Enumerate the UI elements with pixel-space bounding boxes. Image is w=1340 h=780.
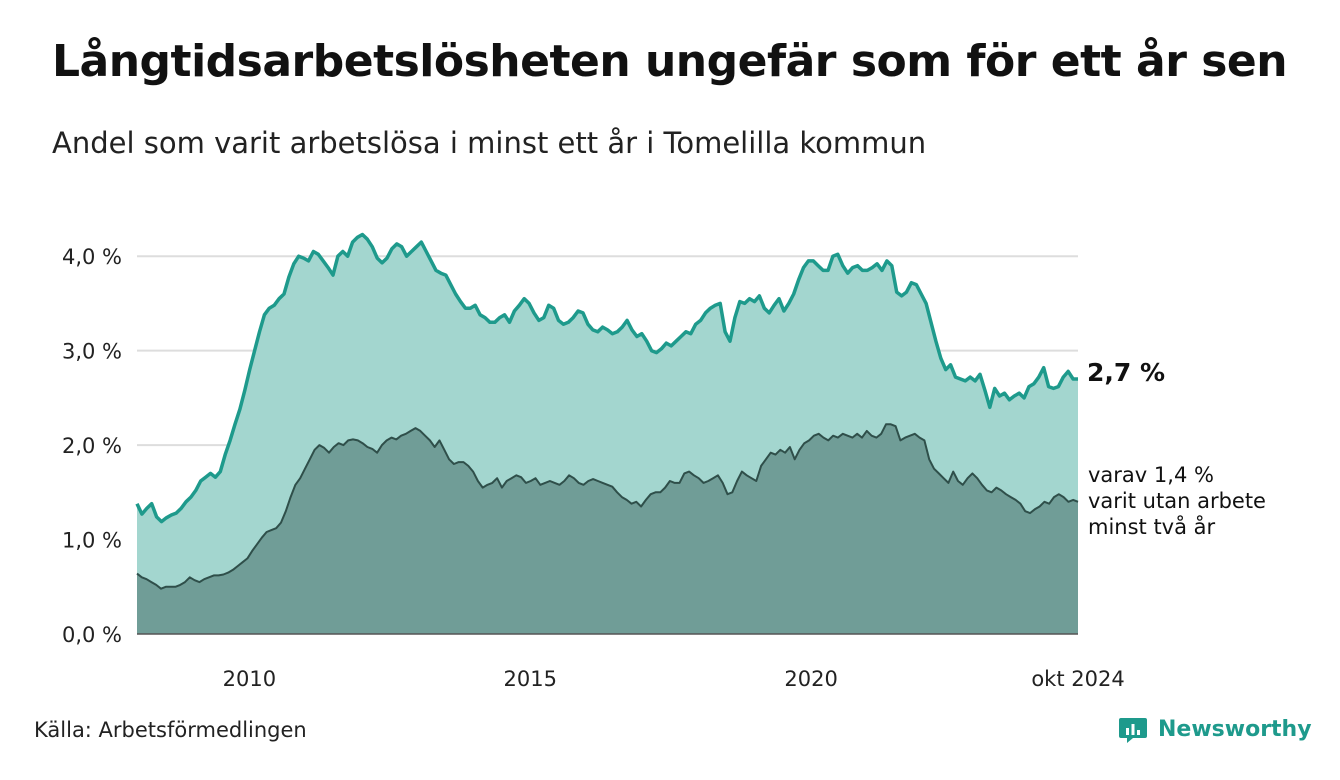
newsworthy-logo-icon xyxy=(1119,718,1147,743)
y-tick-label: 1,0 % xyxy=(62,529,122,553)
x-tick-label: 2020 xyxy=(784,667,837,691)
brand-logo: Newsworthy xyxy=(1118,712,1312,746)
chart-subtitle: Andel som varit arbetslösa i minst ett å… xyxy=(52,126,927,160)
y-tick-label: 0,0 % xyxy=(62,623,122,647)
x-axis-labels: 2010 2015 2020 okt 2024 xyxy=(223,667,1125,691)
chart-title: Långtidsarbetslösheten ungefär som för e… xyxy=(52,36,1288,87)
series-1-end-label: 2,7 % xyxy=(1087,358,1165,387)
series-2-area xyxy=(137,424,1078,634)
source-note: Källa: Arbetsförmedlingen xyxy=(34,718,307,742)
series-2-line xyxy=(136,423,1079,590)
series-2-end-label-line: varit utan arbete xyxy=(1088,489,1266,513)
x-tick-label: 2015 xyxy=(504,667,557,691)
series-2-end-label-line: varav 1,4 % xyxy=(1088,463,1214,487)
series-areas xyxy=(135,232,1079,635)
x-tick-label: 2010 xyxy=(223,667,276,691)
y-tick-label: 3,0 % xyxy=(62,340,122,364)
y-tick-label: 2,0 % xyxy=(62,434,122,458)
y-axis-labels: 0,0 % 1,0 % 2,0 % 3,0 % 4,0 % xyxy=(62,245,122,647)
series-2-end-label-line: minst två år xyxy=(1088,514,1216,539)
y-tick-label: 4,0 % xyxy=(62,245,122,269)
series-1-line xyxy=(135,232,1078,524)
x-tick-label: okt 2024 xyxy=(1031,667,1124,691)
brand-name: Newsworthy xyxy=(1158,716,1312,742)
